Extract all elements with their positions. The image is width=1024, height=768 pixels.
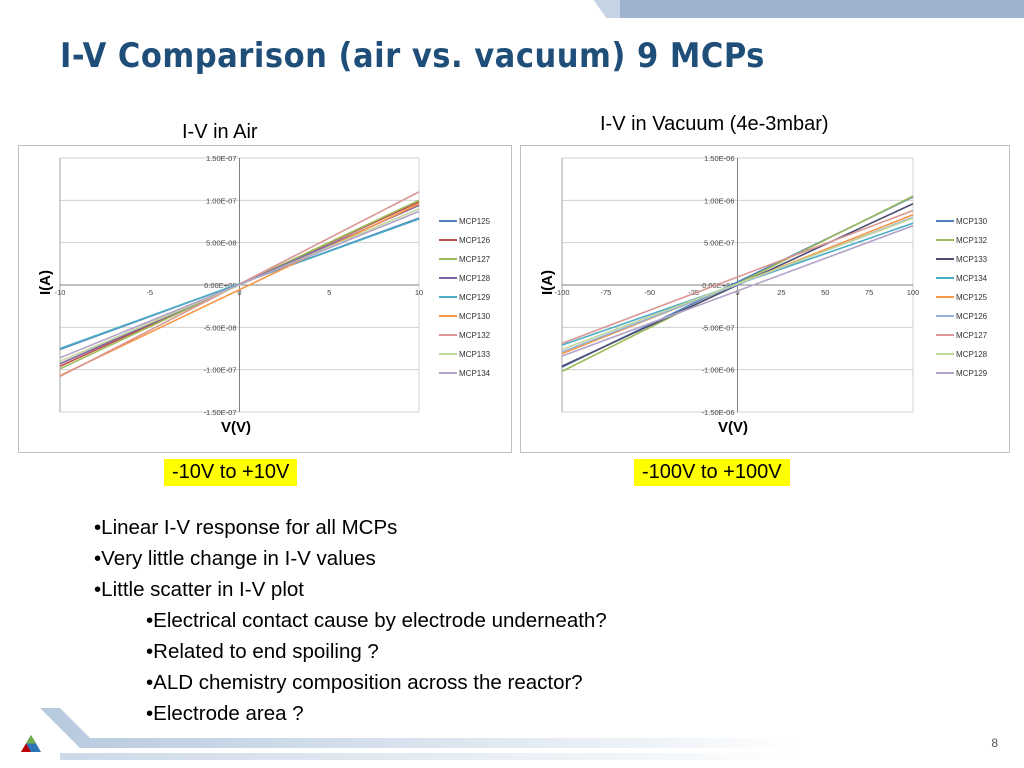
- header-accent-band: [620, 0, 1024, 18]
- legend-label: MCP127: [459, 255, 491, 264]
- legend-label: MCP130: [459, 312, 491, 321]
- air-voltage-range-tag: -10V to +10V: [164, 459, 298, 486]
- series-line-mcp129: [561, 224, 914, 357]
- air-chart-label: I-V in Air: [182, 121, 258, 143]
- page-number: 8: [991, 736, 998, 750]
- logo-icon: [21, 735, 41, 752]
- footer-decoration: [40, 708, 800, 760]
- legend-label: MCP126: [956, 312, 988, 321]
- bullet-item: •Very little change in I-V values: [94, 547, 376, 570]
- bullet-list: •Linear I-V response for all MCPs •Very …: [94, 512, 607, 729]
- legend-label: MCP134: [459, 369, 491, 378]
- x-tick-label: 5: [327, 288, 331, 297]
- vacuum-chart-label: I-V in Vacuum (4e-3mbar): [600, 113, 829, 135]
- legend-label: MCP129: [459, 293, 491, 302]
- y-tick-label: -1.50E-07: [204, 408, 237, 417]
- y-tick-label: -5.00E-08: [204, 323, 237, 332]
- x-tick-label: -100: [554, 288, 569, 297]
- air-chart-y-axis-title: I(A): [37, 270, 54, 295]
- x-tick-label: 0: [735, 288, 739, 297]
- x-tick-label: 75: [865, 288, 873, 297]
- y-tick-label: -5.00E-07: [702, 323, 735, 332]
- y-tick-label: -1.50E-06: [702, 408, 735, 417]
- x-tick-label: -25: [688, 288, 699, 297]
- sub-bullet-item: •ALD chemistry composition across the re…: [146, 671, 583, 694]
- legend-label: MCP133: [459, 350, 491, 359]
- vacuum-voltage-range-tag: -100V to +100V: [634, 459, 790, 486]
- series-line-mcp127: [561, 209, 914, 345]
- legend-label: MCP128: [459, 274, 491, 283]
- x-tick-label: 100: [907, 288, 920, 297]
- legend-label: MCP133: [956, 255, 988, 264]
- x-tick-label: 50: [821, 288, 829, 297]
- sub-bullet-item: •Related to end spoiling ?: [146, 640, 379, 663]
- bullet-item: •Little scatter in I-V plot: [94, 578, 304, 601]
- legend-label: MCP127: [956, 331, 988, 340]
- legend-label: MCP125: [956, 293, 988, 302]
- x-tick-label: -10: [55, 288, 66, 297]
- series-line-mcp130: [59, 202, 420, 377]
- legend-label: MCP129: [956, 369, 988, 378]
- series-line-mcp134: [59, 210, 420, 359]
- legend-label: MCP126: [459, 236, 491, 245]
- air-iv-chart: 1.50E-07 1.00E-07 5.00E-08 0.00E+00 -5.00E-0…: [18, 145, 512, 453]
- legend-label: MCP128: [956, 350, 988, 359]
- vacuum-iv-chart-svg: 1.50E-061.00E-065.00E-070.00E+00-5.00E-0…: [554, 154, 988, 417]
- sub-bullet-item: •Electrode area ?: [146, 702, 304, 725]
- vacuum-iv-chart: 1.50E-06 1.00E-06 5.00E-07 0.00E+00 -5.00E-0…: [520, 145, 1010, 453]
- x-tick-label: 25: [777, 288, 785, 297]
- bullet-item: •Linear I-V response for all MCPs: [94, 516, 398, 539]
- y-tick-label: 1.50E-06: [704, 154, 734, 163]
- y-tick-label: 5.00E-08: [206, 239, 236, 248]
- y-tick-label: 5.00E-07: [704, 239, 734, 248]
- legend-label: MCP130: [956, 217, 988, 226]
- y-tick-label: -1.00E-06: [702, 366, 735, 375]
- legend-label: MCP132: [956, 236, 988, 245]
- sub-bullet-item: •Electrical contact cause by electrode u…: [146, 609, 607, 632]
- legend-label: MCP132: [459, 331, 491, 340]
- y-tick-label: 1.50E-07: [206, 154, 236, 163]
- series-line-mcp128: [561, 217, 914, 351]
- air-chart-x-axis-title: V(V): [221, 419, 251, 436]
- air-iv-chart-svg: 1.50E-071.00E-075.00E-080.00E+00-5.00E-0…: [55, 154, 491, 417]
- vacuum-chart-y-axis-title: I(A): [539, 270, 556, 295]
- x-tick-label: 0: [237, 288, 241, 297]
- y-tick-label: 1.00E-06: [704, 196, 734, 205]
- x-tick-label: -50: [644, 288, 655, 297]
- x-tick-label: -5: [146, 288, 153, 297]
- x-tick-label: -75: [600, 288, 611, 297]
- legend-label: MCP134: [956, 274, 988, 283]
- y-tick-label: 1.00E-07: [206, 196, 236, 205]
- vacuum-chart-x-axis-title: V(V): [718, 419, 748, 436]
- legend-label: MCP125: [459, 217, 491, 226]
- y-tick-label: -1.00E-07: [204, 366, 237, 375]
- slide-title: I-V Comparison (air vs. vacuum) 9 MCPs: [60, 36, 765, 76]
- x-tick-label: 10: [415, 288, 423, 297]
